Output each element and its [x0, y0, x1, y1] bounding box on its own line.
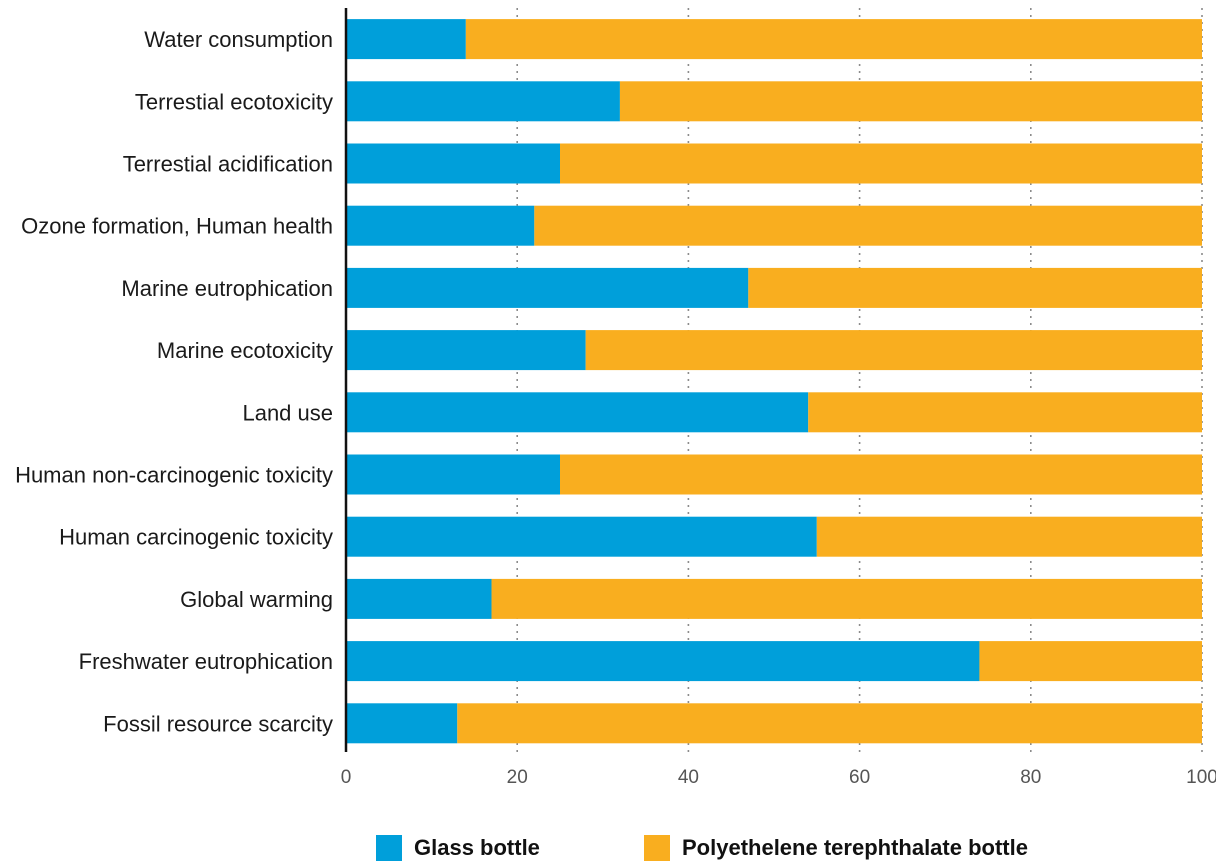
category-label: Marine eutrophication	[121, 276, 333, 301]
category-label: Global warming	[180, 587, 333, 612]
bar-pet-0	[465, 19, 1203, 60]
legend-label-pet: Polyethelene terephthalate bottle	[682, 835, 1028, 860]
bar-pet-7	[560, 454, 1202, 495]
bar-glass-5	[346, 330, 586, 371]
legend-swatch-glass	[376, 835, 402, 861]
category-labels: Water consumption Terrestial ecotoxicity T…	[15, 27, 333, 736]
bar-glass-0	[346, 19, 466, 60]
legend: Glass bottle Polyethelene terephthalate …	[0, 835, 1216, 865]
category-label: Freshwater eutrophication	[79, 649, 333, 674]
category-label: Terrestial acidification	[123, 152, 333, 177]
bar-pet-6	[808, 392, 1202, 433]
legend-item-glass: Glass bottle	[376, 835, 540, 861]
bars	[346, 19, 1203, 744]
bar-pet-9	[491, 578, 1202, 619]
bar-pet-2	[560, 143, 1202, 184]
bar-glass-3	[346, 205, 535, 246]
category-label: Ozone formation, Human health	[21, 214, 333, 239]
x-tick-label: 20	[507, 767, 528, 788]
bar-glass-9	[346, 578, 492, 619]
x-tick-label: 60	[849, 767, 870, 788]
bar-glass-4	[346, 267, 749, 308]
bar-glass-11	[346, 703, 458, 744]
legend-label-glass: Glass bottle	[414, 835, 540, 860]
bar-pet-10	[979, 641, 1202, 682]
x-tick-label: 40	[678, 767, 699, 788]
bar-glass-7	[346, 454, 560, 495]
bar-pet-11	[457, 703, 1202, 744]
bar-pet-5	[585, 330, 1202, 371]
bar-glass-10	[346, 641, 980, 682]
bar-glass-8	[346, 516, 817, 557]
category-label: Water consumption	[144, 27, 333, 52]
category-label: Marine ecotoxicity	[157, 338, 333, 363]
bar-glass-6	[346, 392, 809, 433]
x-tick-label: 100	[1186, 767, 1216, 788]
category-label: Terrestial ecotoxicity	[135, 89, 333, 114]
bar-pet-1	[619, 81, 1202, 122]
bar-glass-1	[346, 81, 620, 122]
bar-pet-8	[816, 516, 1202, 557]
category-label: Human carcinogenic toxicity	[59, 525, 333, 550]
bar-pet-4	[748, 267, 1202, 308]
legend-item-pet: Polyethelene terephthalate bottle	[644, 835, 1028, 861]
bar-glass-2	[346, 143, 560, 184]
category-label: Land use	[242, 400, 333, 425]
gridlines	[516, 8, 1203, 752]
x-tick-labels: 0 20 40 60 80 100	[341, 767, 1216, 788]
bar-pet-3	[534, 205, 1202, 246]
legend-swatch-pet	[644, 835, 670, 861]
category-label: Fossil resource scarcity	[103, 711, 333, 736]
category-label: Human non-carcinogenic toxicity	[15, 463, 333, 488]
x-tick-label: 0	[341, 767, 352, 788]
x-tick-label: 80	[1020, 767, 1041, 788]
